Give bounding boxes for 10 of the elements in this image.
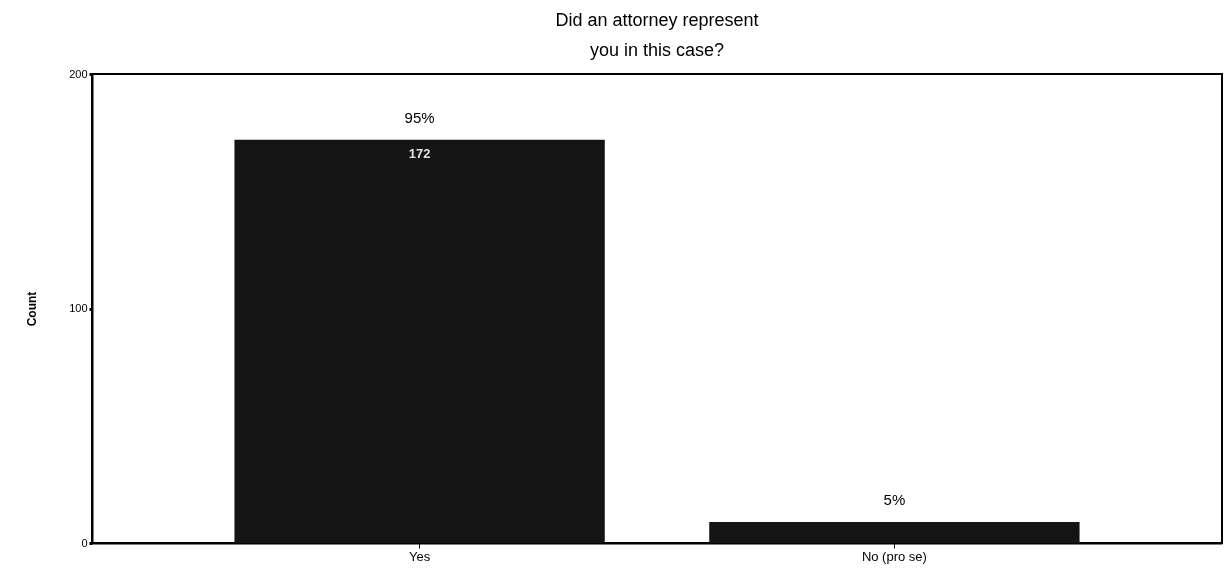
y-axis-title: Count [25,291,40,327]
annotation: 5% [883,490,906,508]
x-tick-label: No (pro se) [861,548,927,564]
y-tick-label: 0 [81,536,88,549]
annotation: 95% [404,108,435,126]
data-label: 172 [408,145,431,161]
y-tick-label: 100 [69,302,88,314]
x-tick-label: Yes [409,548,431,564]
y-tick-label: 200 [69,67,88,80]
chart-title: Did an attorney represent you in this case? [555,10,759,60]
